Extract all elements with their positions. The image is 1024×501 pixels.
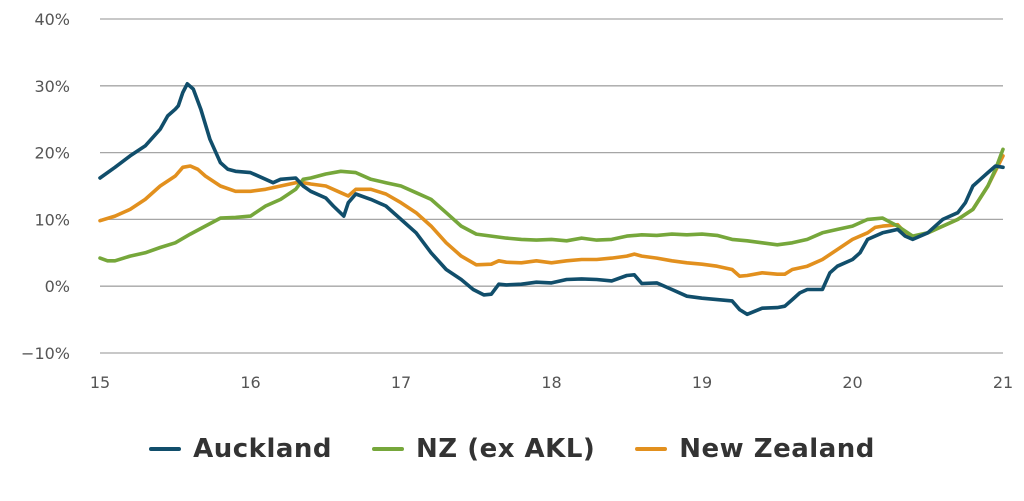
legend-swatch-nz-ex-akl [372, 447, 405, 451]
legend-label-auckland: Auckland [193, 434, 333, 464]
legend: Auckland NZ (ex AKL) New Zealand [0, 434, 1024, 464]
tick-labels: 40% 30% 20% 10% 0% −10% 15 16 17 18 19 20 21 [21, 10, 1013, 392]
y-tick-label: 20% [34, 144, 70, 163]
y-tick-label: 0% [45, 277, 70, 296]
series-line-auckland [98, 82, 1005, 317]
y-tick-label: 30% [34, 77, 70, 96]
legend-item-new-zealand[interactable]: New Zealand [635, 434, 875, 464]
x-tick-label: 15 [90, 373, 110, 392]
y-tick-label: 40% [34, 10, 70, 29]
x-tick-label: 18 [541, 373, 561, 392]
legend-label-new-zealand: New Zealand [679, 434, 875, 464]
x-tick-label: 21 [993, 373, 1013, 392]
legend-label-nz-ex-akl: NZ (ex AKL) [416, 434, 596, 464]
y-tick-label: 10% [34, 210, 70, 229]
line-chart: 40% 30% 20% 10% 0% −10% 15 16 17 18 19 20 21 [21, 10, 1013, 392]
series-lines [98, 82, 1005, 317]
legend-swatch-new-zealand [635, 447, 668, 451]
x-tick-label: 20 [842, 373, 862, 392]
x-tick-label: 16 [240, 373, 260, 392]
legend-swatch-auckland [149, 447, 182, 451]
legend-item-auckland[interactable]: Auckland [149, 434, 332, 464]
series-line-nz-ex-akl [98, 147, 1005, 263]
x-tick-label: 17 [391, 373, 411, 392]
legend-item-nz-ex-akl[interactable]: NZ (ex AKL) [372, 434, 595, 464]
y-tick-label: −10% [21, 344, 70, 363]
x-tick-label: 19 [692, 373, 712, 392]
gridlines [100, 18, 1003, 354]
series-line-new-zealand [98, 154, 1005, 278]
